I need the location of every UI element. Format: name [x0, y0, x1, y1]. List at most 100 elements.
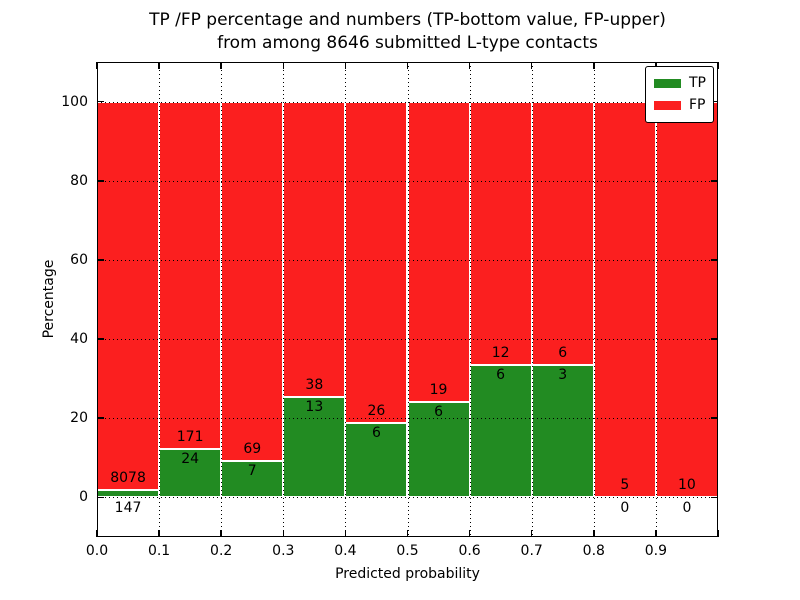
x-gridline	[345, 62, 347, 537]
bar-fp-segment	[407, 101, 470, 403]
bar-fp-segment	[97, 101, 160, 491]
tp-count-label: 0	[682, 500, 692, 517]
tp-count-label: 6	[496, 367, 506, 384]
y-tick-mark	[97, 259, 104, 261]
x-gridline	[283, 62, 285, 537]
fp-count-label: 19	[429, 382, 448, 399]
y-gridline	[97, 101, 718, 103]
tp-count-label: 6	[371, 425, 381, 442]
x-tick-mark-top	[655, 62, 657, 69]
bar-tp-segment	[469, 365, 532, 498]
x-axis-label: Predicted probability	[335, 566, 480, 582]
bar-tp-segment	[531, 365, 594, 498]
x-tick-mark	[655, 530, 657, 537]
bar-fp-segment	[469, 101, 532, 366]
x-tick-mark-top	[717, 62, 719, 69]
y-tick-mark-right	[711, 417, 718, 420]
y-tick-mark-right	[711, 338, 718, 340]
legend: TP FP	[645, 66, 714, 123]
fp-count-label: 8078	[110, 470, 146, 487]
tp-count-label: 147	[114, 500, 142, 517]
x-tick-mark-top	[282, 62, 285, 69]
y-gridline	[97, 259, 718, 261]
y-tick-mark-right	[711, 496, 718, 499]
y-tick-label: 60	[70, 251, 88, 268]
tp-count-label: 24	[181, 450, 200, 467]
tp-count-label: 3	[558, 367, 568, 384]
bar-fp-segment	[655, 101, 718, 498]
bar-fp-segment	[221, 101, 284, 461]
x-tick-mark	[282, 530, 285, 537]
chart-title-line2: from among 8646 submitted L-type contact…	[217, 33, 598, 53]
legend-item-fp: FP	[646, 94, 713, 116]
y-axis-label: Percentage	[41, 259, 57, 339]
plot-area: TP FP 8078 147 171 24 69 7 38 13 26 6 19 6 12 6 6 3 5 0 10…	[96, 62, 719, 537]
x-tick-mark	[220, 530, 222, 537]
x-tick-label: 0.2	[210, 543, 233, 559]
y-tick-label: 20	[70, 410, 88, 427]
legend-item-tp: TP	[646, 72, 713, 94]
legend-label-tp: TP	[689, 75, 706, 91]
x-tick-label: 0.8	[582, 543, 605, 559]
y-gridline	[97, 339, 718, 341]
bar-fp-segment	[283, 101, 346, 397]
y-gridline	[97, 180, 718, 182]
x-tick-mark	[96, 530, 98, 537]
x-tick-mark-top	[158, 62, 160, 69]
y-tick-mark-right	[711, 179, 718, 182]
x-tick-mark	[593, 530, 595, 537]
x-tick-label: 0.0	[85, 543, 109, 559]
bar-fp-segment	[159, 101, 222, 449]
x-gridline	[655, 62, 657, 537]
x-tick-label: 0.6	[458, 543, 481, 559]
fp-count-label: 38	[305, 376, 324, 393]
legend-swatch-fp-icon	[654, 100, 681, 110]
y-tick-mark	[97, 179, 104, 182]
chart-title: TP /FP percentage and numbers (TP-bottom…	[97, 9, 718, 55]
x-tick-label: 0.1	[147, 543, 171, 559]
x-tick-mark	[344, 530, 347, 537]
x-gridline	[593, 62, 595, 537]
x-gridline	[221, 62, 223, 537]
fp-count-label: 5	[620, 477, 630, 494]
x-tick-mark	[158, 530, 160, 537]
fp-count-label: 69	[243, 440, 262, 457]
x-tick-mark-top	[530, 62, 533, 69]
x-tick-mark-top	[468, 62, 471, 69]
tp-count-label: 6	[434, 404, 443, 421]
tp-count-label: 7	[247, 462, 257, 479]
bar-tp-segment	[97, 490, 160, 498]
y-gridline	[97, 418, 718, 420]
y-tick-label: 80	[70, 172, 88, 189]
x-tick-label: 0.4	[334, 543, 357, 559]
bar-fp-segment	[345, 101, 408, 424]
x-tick-mark	[406, 530, 409, 537]
y-tick-mark-right	[711, 100, 718, 103]
x-gridline	[407, 62, 409, 537]
x-tick-mark-top	[406, 62, 409, 69]
x-tick-label: 0.5	[396, 543, 419, 559]
fp-count-label: 26	[367, 403, 386, 420]
x-gridline	[469, 62, 471, 537]
tp-count-label: 13	[305, 398, 324, 415]
x-tick-mark-top	[220, 62, 222, 69]
x-tick-mark	[468, 530, 471, 537]
fp-count-label: 171	[176, 428, 204, 445]
fp-count-label: 6	[558, 345, 568, 362]
x-tick-mark-top	[344, 62, 347, 69]
bar-fp-segment	[593, 101, 656, 498]
y-tick-label: 100	[61, 93, 88, 110]
y-tick-mark-right	[711, 259, 718, 261]
bar-tp-segment	[345, 423, 408, 498]
fp-count-label: 10	[678, 477, 696, 494]
legend-label-fp: FP	[689, 97, 706, 113]
fp-count-label: 12	[491, 345, 510, 362]
y-tick-mark	[97, 338, 104, 340]
y-tick-mark	[97, 417, 104, 420]
x-tick-mark-top	[96, 62, 98, 69]
legend-swatch-tp-icon	[654, 78, 681, 88]
bar-tp-segment	[283, 396, 346, 498]
y-tick-mark	[97, 100, 104, 103]
y-tick-label: 40	[70, 331, 88, 348]
